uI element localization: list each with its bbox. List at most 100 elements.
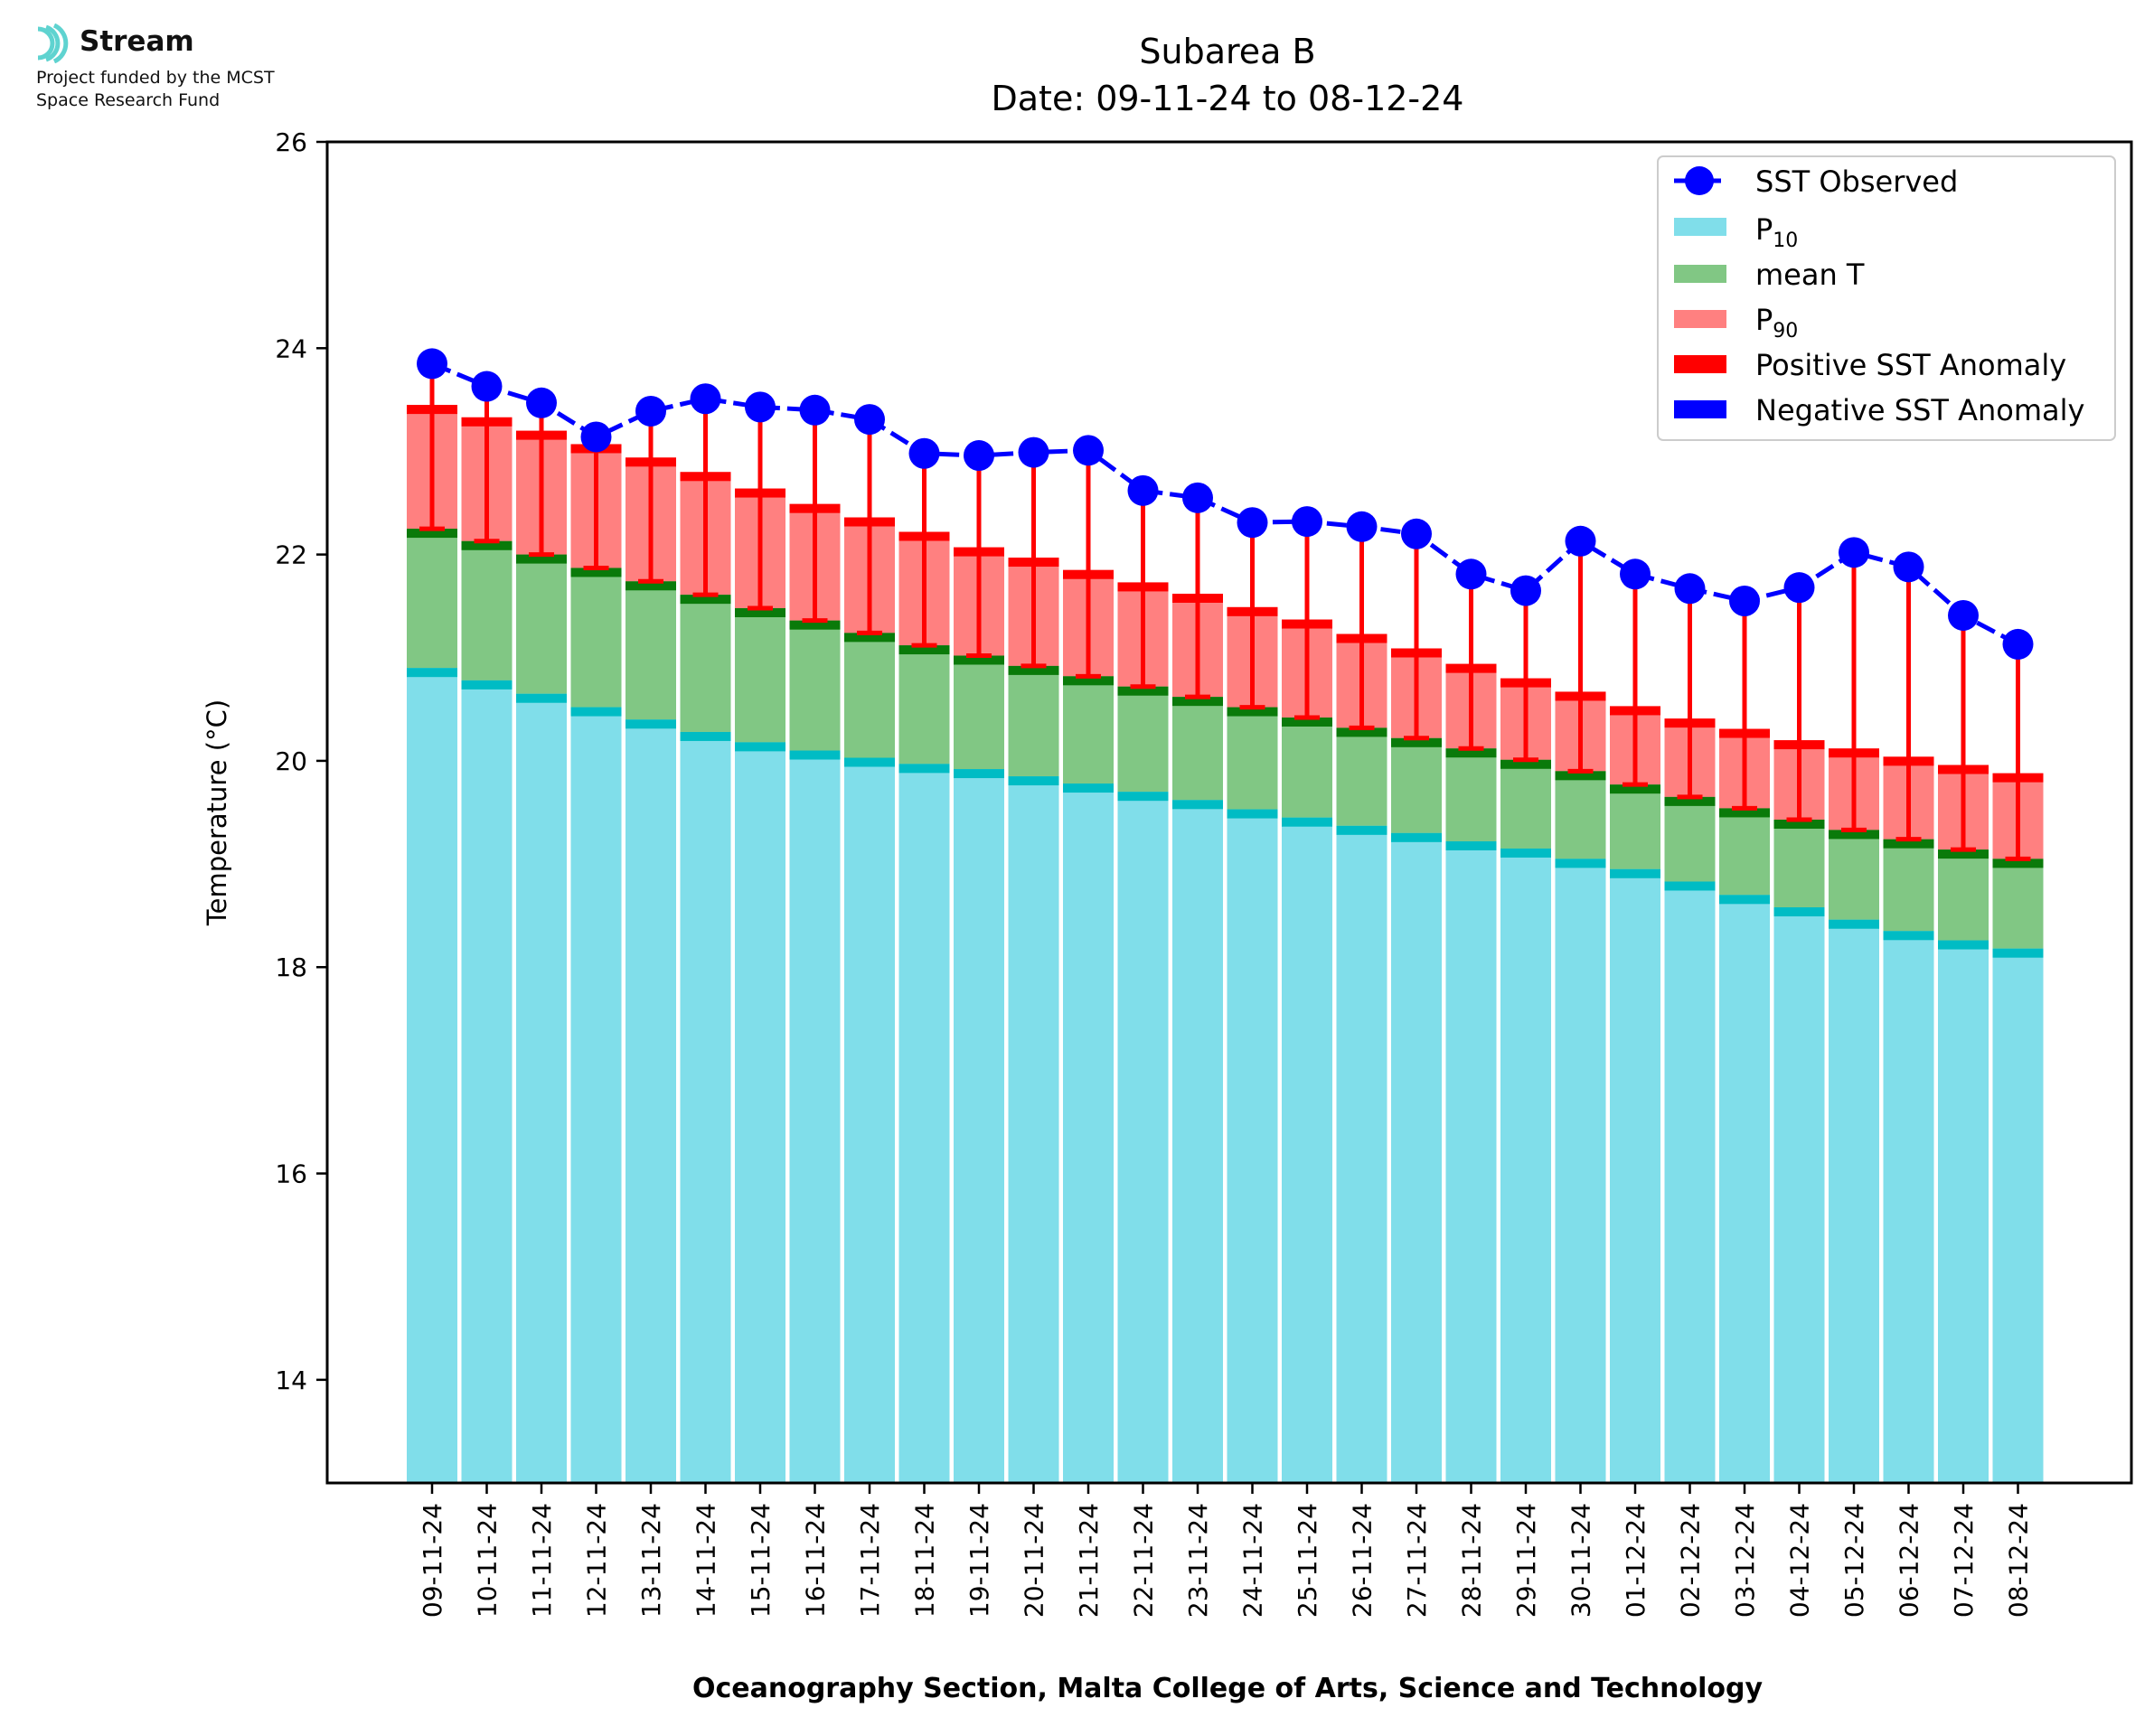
p10-bar — [461, 680, 513, 1483]
p10-cap — [735, 742, 785, 752]
p10-bar — [516, 693, 567, 1483]
p10-bar — [1117, 792, 1169, 1483]
x-tick-label: 08-12-24 — [2004, 1503, 2034, 1618]
p10-bar — [1773, 907, 1825, 1483]
mean-cap — [1336, 727, 1387, 737]
p10-cap — [1500, 848, 1551, 858]
sst-observed-point — [1783, 572, 1815, 604]
p10-cap — [1719, 895, 1770, 905]
mean-cap — [1500, 759, 1551, 769]
x-tick-label: 25-11-24 — [1293, 1503, 1322, 1618]
legend-sst-label: SST Observed — [1755, 164, 1958, 199]
x-tick-label: 28-11-24 — [1457, 1503, 1487, 1618]
p10-cap — [1938, 940, 1989, 950]
x-tick-label: 12-11-24 — [582, 1503, 612, 1618]
bars-layer — [407, 405, 2044, 1484]
p10-bar — [1664, 881, 1716, 1483]
p10-bar — [407, 668, 457, 1483]
p10-bar — [1391, 832, 1442, 1483]
mean-cap — [1391, 737, 1442, 747]
p10-bar — [680, 731, 731, 1483]
mean-cap — [898, 645, 950, 655]
mean-cap — [461, 540, 513, 550]
x-tick-label: 09-11-24 — [418, 1503, 447, 1618]
p10-cap — [1829, 919, 1879, 929]
legend-neg-swatch — [1674, 400, 1726, 418]
p10-cap — [1773, 907, 1825, 917]
sst-observed-point — [1292, 506, 1322, 538]
mean-cap — [1992, 859, 2044, 868]
x-tick-label: 24-11-24 — [1238, 1503, 1268, 1618]
mean-cap — [1938, 849, 1989, 859]
mean-cap — [407, 529, 457, 539]
p10-bar — [1063, 784, 1114, 1483]
x-axis-label: Oceanography Section, Malta College of A… — [692, 1673, 1764, 1704]
stream-logo-icon — [37, 23, 69, 63]
x-tick-label: 30-11-24 — [1566, 1503, 1596, 1618]
p10-bar — [1445, 840, 1497, 1483]
sst-observed-point — [2002, 628, 2034, 660]
x-tick-label: 21-11-24 — [1074, 1503, 1104, 1618]
x-tick-label: 05-12-24 — [1839, 1503, 1869, 1618]
p10-bar — [844, 757, 895, 1483]
p10-bar — [1829, 919, 1879, 1483]
x-axis: 09-11-24 10-11-24 11-11-24 12-11-24 13-11-24… — [418, 1483, 2034, 1618]
mean-cap — [789, 620, 841, 630]
x-tick-label: 11-11-24 — [527, 1503, 557, 1618]
p10-bar — [1992, 948, 2044, 1483]
p10-cap — [1883, 931, 1934, 941]
x-tick-label: 22-11-24 — [1129, 1503, 1159, 1618]
p10-cap — [1992, 948, 2044, 958]
x-tick-label: 14-11-24 — [691, 1503, 721, 1618]
x-tick-label: 26-11-24 — [1348, 1503, 1378, 1618]
y-tick-label: 14 — [275, 1365, 307, 1395]
p10-bar — [954, 769, 1004, 1483]
p10-cap — [1282, 817, 1332, 827]
p10-cap — [1664, 881, 1716, 891]
mean-cap — [954, 655, 1004, 665]
mean-cap — [1282, 717, 1332, 727]
x-tick-label: 06-12-24 — [1895, 1503, 1924, 1618]
legend: SST Observed P10 mean T P90 Positive SST… — [1657, 155, 2116, 441]
p10-bar — [1008, 776, 1059, 1483]
y-tick-label: 24 — [275, 333, 307, 363]
mean-cap — [1829, 830, 1879, 840]
p10-cap — [680, 731, 731, 741]
sst-observed-point — [1893, 551, 1924, 583]
p10-bar — [1282, 817, 1332, 1483]
legend-p10-label: P10 — [1755, 212, 1798, 252]
x-tick-label: 23-11-24 — [1183, 1503, 1213, 1618]
p10-cap — [407, 668, 457, 678]
p10-bar — [1555, 859, 1606, 1483]
x-tick-label: 19-11-24 — [964, 1503, 994, 1618]
sst-observed-point — [799, 394, 831, 426]
p10-cap — [1008, 776, 1059, 786]
x-tick-label: 01-12-24 — [1621, 1503, 1651, 1618]
x-tick-label: 03-12-24 — [1730, 1503, 1760, 1618]
legend-p10-swatch — [1674, 218, 1726, 236]
x-tick-label: 10-11-24 — [473, 1503, 503, 1618]
mean-cap — [1664, 796, 1716, 806]
x-tick-label: 04-12-24 — [1785, 1503, 1815, 1618]
legend-neg-label: Negative SST Anomaly — [1755, 393, 2084, 427]
p10-cap — [954, 769, 1004, 779]
p10-bar — [1719, 895, 1770, 1483]
sst-observed-point — [908, 437, 940, 469]
p10-cap — [1391, 832, 1442, 842]
sst-observed-point — [1620, 558, 1651, 590]
sst-observed-point — [1948, 599, 1979, 631]
sst-observed-point — [1510, 575, 1541, 606]
brand-name: Stream — [80, 25, 194, 58]
x-tick-label: 29-11-24 — [1511, 1503, 1541, 1618]
mean-cap — [844, 633, 895, 643]
legend-mean-label: mean T — [1755, 258, 1865, 292]
x-tick-label: 16-11-24 — [801, 1503, 831, 1618]
sst-observed-point — [1182, 482, 1213, 513]
funding-line-2: Space Research Fund — [36, 90, 221, 110]
p10-cap — [626, 719, 676, 729]
mean-cap — [680, 595, 731, 605]
sst-observed-point — [1127, 474, 1159, 506]
sst-observed-point — [1729, 585, 1760, 616]
sst-observed-point — [1018, 436, 1049, 468]
